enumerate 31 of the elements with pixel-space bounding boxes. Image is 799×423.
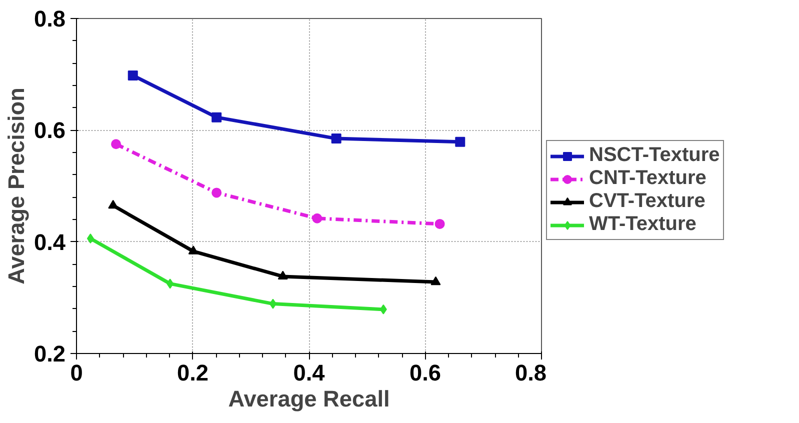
- legend-label: NSCT-Texture: [589, 144, 720, 167]
- x-tick-label: 0.4: [293, 360, 326, 386]
- point: [269, 298, 276, 309]
- y-axis-title: Average Precision: [3, 88, 30, 284]
- y-tick-label: 0.4: [34, 228, 66, 255]
- legend-label: CVT-Texture: [589, 190, 706, 213]
- point: [166, 278, 174, 289]
- x-tick-label: 0: [70, 360, 83, 386]
- legend-label: CNT-Texture: [589, 167, 706, 190]
- point: [128, 70, 138, 80]
- y-tick-label: 0.6: [34, 117, 66, 144]
- x-tick-label: 0.8: [515, 360, 547, 386]
- point: [380, 304, 387, 314]
- point: [212, 112, 222, 122]
- point: [430, 276, 441, 286]
- point: [86, 233, 94, 244]
- point: [108, 200, 118, 209]
- legend-label: WT-Texture: [589, 213, 696, 236]
- x-tick-label: 0.2: [177, 360, 208, 386]
- point: [331, 134, 342, 144]
- point: [455, 136, 466, 147]
- y-tick-label: 0.2: [34, 340, 66, 366]
- point: [212, 188, 222, 198]
- y-tick-label: 0.8: [34, 6, 66, 32]
- point: [188, 246, 198, 254]
- point: [434, 218, 445, 229]
- point: [312, 213, 322, 224]
- x-axis-title: Average Recall: [228, 386, 390, 412]
- point: [111, 139, 122, 150]
- point: [278, 270, 288, 280]
- x-tick-label: 0.6: [410, 360, 441, 386]
